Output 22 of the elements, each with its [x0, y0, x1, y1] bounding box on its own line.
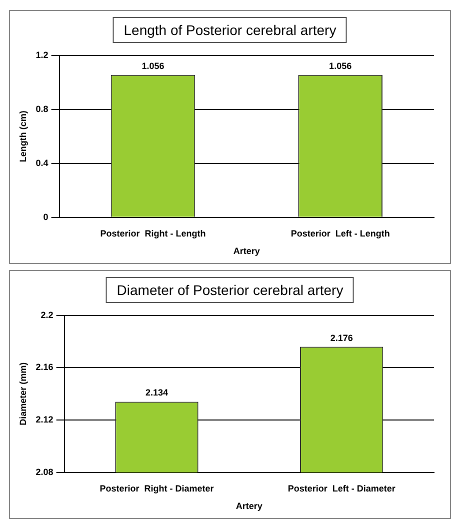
x-axis-title: Artery [236, 501, 262, 512]
data-label: 1.056 [329, 60, 352, 71]
data-label: 1.056 [142, 60, 164, 71]
y-tick-label: 0.4 [36, 158, 48, 168]
x-tick-label: Posterior Right - Diameter [100, 483, 214, 494]
x-tick-label: Posterior Left - Diameter [288, 483, 396, 494]
y-axis-title: Length (cm) [18, 110, 28, 162]
y-tick-label: 2.2 [40, 310, 54, 320]
y-tick-label: 2.12 [36, 414, 54, 425]
y-tick-label: 2.16 [36, 362, 54, 372]
y-tick-label: 0.8 [36, 104, 48, 114]
y-axis-title: Diameter (mm) [18, 362, 28, 426]
data-label: 2.176 [330, 332, 353, 343]
y-tick-label: 0 [43, 212, 48, 222]
x-tick-label: Posterior Right - Length [100, 228, 206, 238]
chart-title: Diameter of Posterior cerebral artery [106, 277, 354, 303]
chart-title: Length of Posterior cerebral artery [112, 17, 348, 43]
x-tick-label: Posterior Left - Length [290, 228, 390, 238]
data-label: 2.134 [145, 388, 168, 398]
y-tick-label: 1.2 [36, 50, 48, 60]
x-axis-title: Artery [233, 246, 260, 256]
y-tick-label: 2.08 [36, 466, 54, 477]
